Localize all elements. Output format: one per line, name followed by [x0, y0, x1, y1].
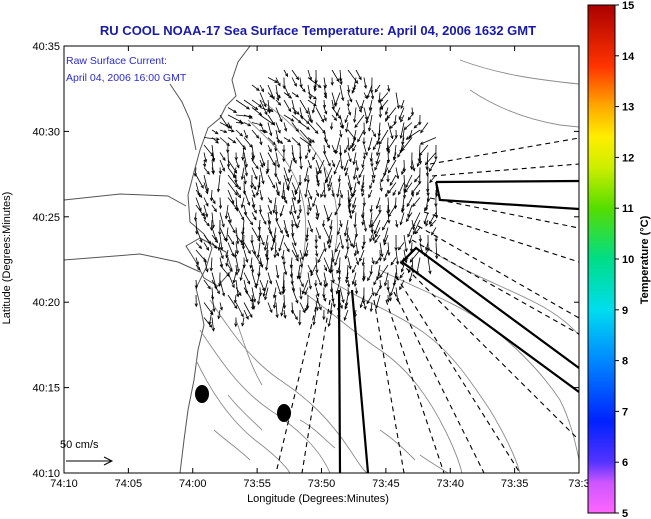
x-tick-label: 73:45 — [372, 478, 400, 490]
y-tick-label: 40:30 — [32, 126, 60, 138]
plot-area — [64, 46, 579, 473]
station-marker — [277, 404, 291, 422]
colorbar-label: Temperature (°C) — [639, 215, 651, 304]
colorbar-gradient — [587, 4, 616, 514]
radar-beams — [337, 179, 579, 473]
y-tick-label: 40:10 — [32, 468, 60, 480]
colorbar-tick-label: 14 — [622, 51, 635, 63]
figure-title: RU COOL NOAA-17 Sea Surface Temperature:… — [100, 23, 536, 38]
station-marker — [195, 385, 209, 403]
colorbar-tick-label: 10 — [622, 254, 634, 266]
x-tick-label: 74:10 — [50, 478, 78, 490]
colorbar-ticks: 15 14 13 12 11 10 9 8 7 6 5 — [615, 0, 635, 519]
x-tick-label: 73:55 — [243, 478, 271, 490]
x-tick-label: 73:35 — [501, 478, 529, 490]
colorbar-tick-label: 7 — [622, 406, 628, 418]
x-axis-ticks: 74:10 74:05 74:00 73:55 73:50 73:45 73:40 73:35… — [50, 46, 590, 490]
colorbar-tick-label: 13 — [622, 102, 634, 114]
current-vectors — [193, 69, 439, 332]
scale-label: 50 cm/s — [60, 439, 99, 451]
x-tick-label: 73:50 — [308, 478, 336, 490]
x-axis-label: Longitude (Degrees:Minutes) — [247, 493, 389, 505]
x-tick-label: 74:00 — [179, 478, 207, 490]
x-tick-label: 73:3 — [568, 478, 589, 490]
inset-label-current: Raw Surface Current: — [66, 55, 167, 67]
colorbar-tick-label: 9 — [622, 305, 628, 317]
colorbar-tick-label: 12 — [622, 152, 634, 164]
x-tick-label: 74:05 — [115, 478, 143, 490]
x-tick-label: 73:40 — [436, 478, 464, 490]
colorbar-tick-label: 5 — [622, 508, 628, 519]
y-axis-ticks: 40:35 40:30 40:25 40:20 40:15 40:10 — [32, 41, 579, 480]
colorbar-tick-label: 6 — [622, 457, 628, 469]
y-axis-label: Latitude (Degrees:Minutes) — [1, 192, 13, 325]
radar-spokes — [275, 137, 579, 473]
y-tick-label: 40:35 — [32, 41, 60, 53]
y-tick-label: 40:15 — [32, 383, 60, 395]
scale-arrow: 50 cm/s — [60, 439, 114, 466]
colorbar-tick-label: 8 — [622, 356, 628, 368]
coastline — [64, 46, 251, 473]
colorbar: 15 14 13 12 11 10 9 8 7 6 5 Temperature (°C) — [587, 0, 651, 519]
colorbar-tick-label: 15 — [622, 0, 634, 12]
colorbar-tick-label: 11 — [622, 203, 634, 215]
inset-label-date: April 04, 2006 16:00 GMT — [66, 72, 187, 84]
y-tick-label: 40:25 — [32, 212, 60, 224]
y-tick-label: 40:20 — [32, 297, 60, 309]
